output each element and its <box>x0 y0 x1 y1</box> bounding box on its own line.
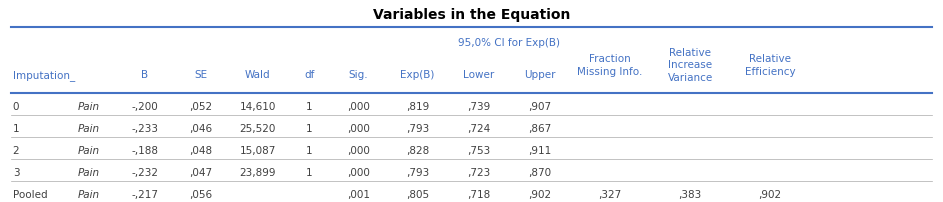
Text: 25,520: 25,520 <box>240 124 275 134</box>
Text: 1: 1 <box>306 146 313 156</box>
Text: Pain: Pain <box>77 167 99 177</box>
Text: Lower: Lower <box>463 70 494 80</box>
Text: df: df <box>305 70 315 80</box>
Text: Relative
Increase
Variance: Relative Increase Variance <box>668 48 713 82</box>
Text: 1: 1 <box>306 124 313 134</box>
Text: -,217: -,217 <box>131 189 158 199</box>
Text: ,867: ,867 <box>528 124 552 134</box>
Text: ,805: ,805 <box>405 189 429 199</box>
Text: ,000: ,000 <box>347 146 370 156</box>
Text: ,048: ,048 <box>190 146 213 156</box>
Text: Wald: Wald <box>245 70 271 80</box>
Text: ,000: ,000 <box>347 124 370 134</box>
Text: 23,899: 23,899 <box>240 167 276 177</box>
Text: ,828: ,828 <box>405 146 429 156</box>
Text: ,753: ,753 <box>467 146 490 156</box>
Text: -,188: -,188 <box>131 146 158 156</box>
Text: 1: 1 <box>12 124 19 134</box>
Text: ,000: ,000 <box>347 167 370 177</box>
Text: Exp(B): Exp(B) <box>400 70 435 80</box>
Text: Imputation_: Imputation_ <box>12 69 74 80</box>
Text: ,046: ,046 <box>190 124 213 134</box>
Text: -,200: -,200 <box>131 102 158 112</box>
Text: 95,0% CI for Exp(B): 95,0% CI for Exp(B) <box>458 38 560 48</box>
Text: ,724: ,724 <box>467 124 490 134</box>
Text: B: B <box>141 70 148 80</box>
Text: ,718: ,718 <box>467 189 490 199</box>
Text: ,000: ,000 <box>347 102 370 112</box>
Text: ,902: ,902 <box>528 189 552 199</box>
Text: 0: 0 <box>12 102 19 112</box>
Text: 1: 1 <box>306 102 313 112</box>
Text: ,052: ,052 <box>190 102 213 112</box>
Text: ,723: ,723 <box>467 167 490 177</box>
Text: Pain: Pain <box>77 146 99 156</box>
Text: ,793: ,793 <box>405 167 429 177</box>
Text: 1: 1 <box>306 167 313 177</box>
Text: Sig.: Sig. <box>349 70 369 80</box>
Text: 2: 2 <box>12 146 19 156</box>
Text: 3: 3 <box>12 167 19 177</box>
Text: -,233: -,233 <box>131 124 158 134</box>
Text: ,327: ,327 <box>599 189 621 199</box>
Text: ,739: ,739 <box>467 102 490 112</box>
Text: ,907: ,907 <box>528 102 552 112</box>
Text: Fraction
Missing Info.: Fraction Missing Info. <box>577 54 643 76</box>
Text: Variables in the Equation: Variables in the Equation <box>372 8 571 22</box>
Text: ,870: ,870 <box>528 167 552 177</box>
Text: ,383: ,383 <box>678 189 702 199</box>
Text: -,232: -,232 <box>131 167 158 177</box>
Text: Pooled: Pooled <box>12 189 47 199</box>
Text: ,793: ,793 <box>405 124 429 134</box>
Text: ,047: ,047 <box>190 167 213 177</box>
Text: ,001: ,001 <box>347 189 371 199</box>
Text: ,819: ,819 <box>405 102 429 112</box>
Text: Pain: Pain <box>77 102 99 112</box>
Text: ,902: ,902 <box>758 189 782 199</box>
Text: ,911: ,911 <box>528 146 552 156</box>
Text: Relative
Efficiency: Relative Efficiency <box>745 54 795 76</box>
Text: 15,087: 15,087 <box>240 146 275 156</box>
Text: SE: SE <box>194 70 207 80</box>
Text: 14,610: 14,610 <box>240 102 275 112</box>
Text: ,056: ,056 <box>190 189 213 199</box>
Text: Upper: Upper <box>524 70 555 80</box>
Text: Pain: Pain <box>77 124 99 134</box>
Text: Pain: Pain <box>77 189 99 199</box>
